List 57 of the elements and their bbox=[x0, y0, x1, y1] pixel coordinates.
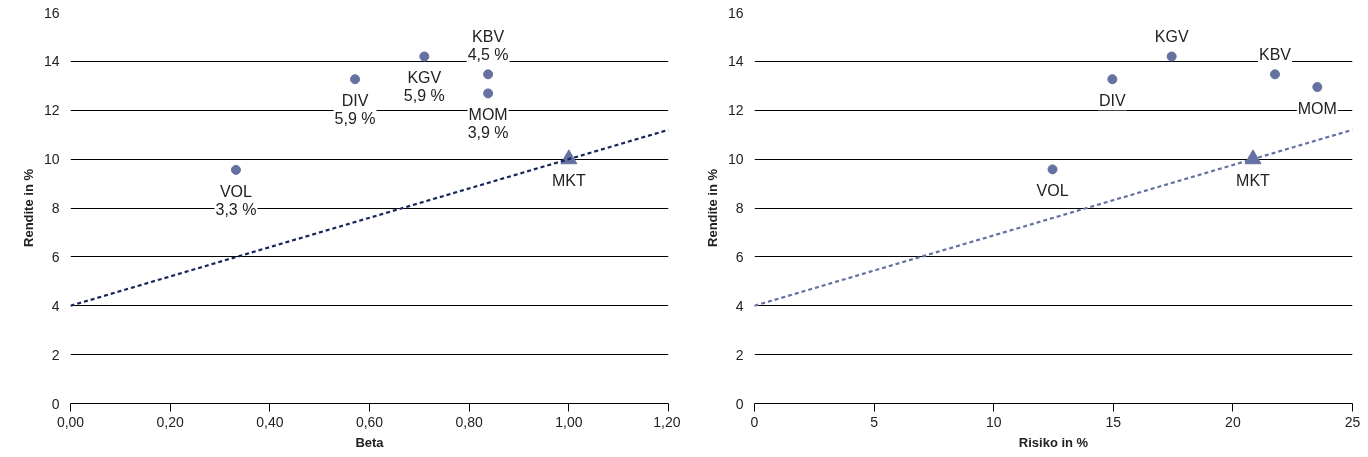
annotation: VOL bbox=[1036, 182, 1069, 200]
point bbox=[350, 74, 361, 85]
x-tick-label: 0,80 bbox=[455, 413, 483, 430]
y-tick-label: 6 bbox=[735, 248, 744, 265]
x-axis-title: Risiko in % bbox=[1018, 434, 1089, 450]
point bbox=[483, 88, 494, 99]
y-tick-label: 14 bbox=[43, 53, 60, 70]
point bbox=[1107, 74, 1118, 85]
point bbox=[419, 51, 430, 62]
point bbox=[1270, 69, 1280, 80]
point bbox=[230, 164, 241, 175]
y-tick-label: 10 bbox=[43, 151, 60, 168]
x-axis-title: Beta bbox=[355, 434, 385, 450]
annotation: KGV bbox=[1154, 28, 1189, 46]
annotation: MKT bbox=[1236, 172, 1271, 190]
x-tick-label: 15 bbox=[1105, 413, 1122, 430]
y-tick-label: 2 bbox=[735, 346, 744, 363]
x-tick-label: 0,40 bbox=[256, 413, 284, 430]
y-tick-label: 0 bbox=[51, 395, 60, 412]
x-tick-label: 10 bbox=[985, 413, 1002, 430]
annotation: DIV bbox=[1099, 92, 1127, 110]
annotation: MOM 3,9 % bbox=[467, 106, 509, 142]
y-tick-label: 16 bbox=[727, 4, 744, 21]
annotation: KBV bbox=[1258, 46, 1292, 64]
annotation: KBV 4,5 % bbox=[467, 28, 509, 64]
y-tick-label: 16 bbox=[43, 4, 60, 21]
annotation: MOM bbox=[1297, 100, 1337, 118]
y-tick-label: 8 bbox=[51, 200, 60, 216]
point bbox=[1166, 51, 1177, 62]
x-tick-label: 1,00 bbox=[555, 413, 583, 430]
y-tick-label: 4 bbox=[51, 297, 60, 314]
point bbox=[1312, 82, 1323, 93]
x-tick-label: 5 bbox=[870, 413, 879, 430]
x-tick-label: 0,60 bbox=[355, 413, 384, 430]
x-tick-label: 0 bbox=[750, 413, 759, 430]
x-tick-label: 25 bbox=[1344, 413, 1361, 430]
x-tick-label: 0,00 bbox=[56, 413, 85, 430]
y-tick-label: 12 bbox=[727, 102, 744, 119]
y-tick-label: 14 bbox=[727, 53, 744, 70]
annotation: MKT bbox=[551, 172, 586, 190]
y-axis-title: Rendite in % bbox=[20, 168, 36, 247]
y-axis-title: Rendite in % bbox=[704, 168, 720, 247]
point bbox=[1047, 164, 1058, 175]
y-tick-label: 12 bbox=[43, 102, 60, 119]
annotation: DIV 5,9 % bbox=[334, 92, 376, 128]
point bbox=[483, 69, 494, 80]
y-tick-label: 2 bbox=[51, 346, 60, 363]
annotation: VOL 3,3 % bbox=[215, 182, 257, 218]
annotation: KGV 5,9 % bbox=[403, 69, 445, 105]
y-tick-label: 10 bbox=[727, 151, 744, 168]
x-tick-label: 1,20 bbox=[653, 413, 681, 430]
x-tick-label: 0,20 bbox=[156, 413, 184, 430]
x-tick-label: 20 bbox=[1225, 413, 1241, 430]
y-tick-label: 4 bbox=[735, 297, 744, 314]
y-tick-label: 8 bbox=[735, 200, 744, 216]
y-tick-label: 6 bbox=[51, 248, 60, 265]
y-tick-label: 0 bbox=[735, 395, 744, 412]
